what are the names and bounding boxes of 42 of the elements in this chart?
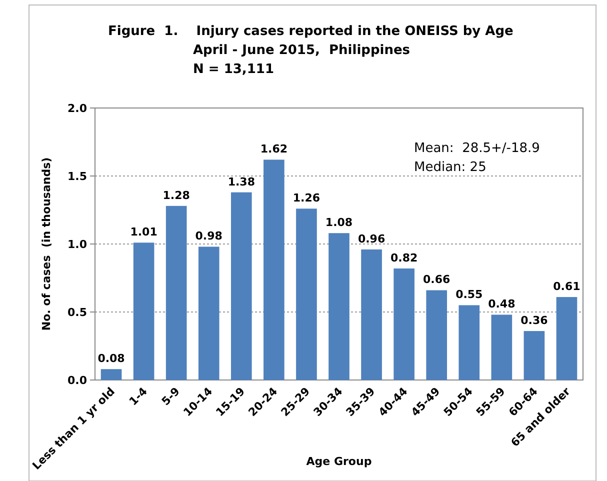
data-label: 0.66 [423,273,451,286]
y-tick-label: 0.0 [68,374,88,387]
data-label: 0.96 [358,232,386,246]
data-label: 1.62 [260,142,288,156]
data-label: 0.98 [195,230,222,243]
chart-title: Figure 1. Injury cases reported in the ONEISS by Age April - June 2015, Philippines N = 13,111 [108,24,514,77]
bar [328,233,350,380]
data-label: 0.55 [456,288,483,302]
y-axis-title: No. of cases (in thousands) [40,157,53,331]
y-tick-label: 0.5 [68,306,87,319]
data-label: 0.36 [520,314,548,328]
bar [458,305,480,380]
bar [361,249,382,380]
bar [524,331,545,380]
data-label: 1.01 [130,226,158,239]
bar [491,314,512,380]
bar [100,369,122,380]
data-label: 1.26 [292,192,320,205]
y-tick-label: 1.5 [68,170,87,183]
data-label: 1.28 [162,188,190,202]
bar [166,206,187,380]
x-axis-title: Age Group [306,455,372,468]
annotation: Mean: 28.5+/-18.9 [414,141,540,156]
annotation: Median: 25 [414,160,486,175]
bar [198,246,220,380]
data-label: 0.48 [488,298,516,311]
data-label: 1.08 [325,216,353,230]
x-tick-label: 1-4 [126,384,150,408]
bar [230,192,252,380]
bar [296,208,317,380]
bar [394,268,414,380]
bar [556,297,578,380]
bar [133,242,154,380]
bar [264,160,284,380]
bar [426,290,448,380]
y-tick-label: 1.0 [68,238,88,251]
data-label: 1.38 [228,175,255,188]
data-label: 0.82 [390,251,418,264]
x-tick-label: 5-9 [159,384,182,408]
y-tick-label: 2.0 [68,102,88,115]
data-label: 0.08 [98,352,125,366]
data-label: 0.61 [553,280,580,294]
